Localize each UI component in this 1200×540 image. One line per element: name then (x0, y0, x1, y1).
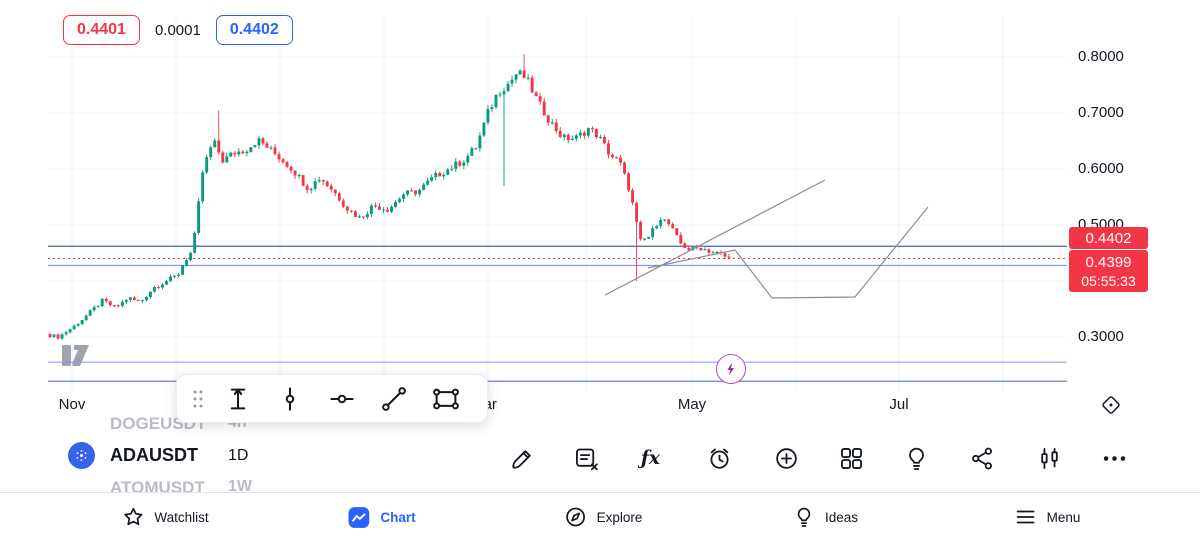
rectangle-tool-button[interactable] (421, 379, 471, 419)
share-button[interactable] (962, 438, 1002, 478)
lightbulb-icon (908, 447, 924, 470)
bar-countdown: 05:55:33 (1081, 272, 1136, 289)
buy-button[interactable]: 0.4402 (215, 15, 293, 45)
grid-icon (840, 447, 862, 469)
rectangle-icon (433, 388, 459, 409)
remove-drawings-icon (575, 448, 598, 470)
nav-label: Watchlist (154, 509, 209, 525)
nav-label: Explore (596, 509, 643, 525)
time-axis-label: May (677, 396, 707, 413)
price-axis-label: 0.6000 (1078, 160, 1124, 177)
tradingview-watermark (62, 345, 89, 366)
sell-button[interactable]: 0.4401 (63, 15, 140, 45)
lightning-marker[interactable] (716, 354, 746, 384)
last-price-tag: 0.4399 05:55:33 (1069, 250, 1148, 292)
interval-button[interactable]: 1D (228, 447, 249, 464)
nav-ideas[interactable]: Ideas (792, 493, 858, 540)
candles-icon (1040, 447, 1058, 469)
compass-icon (566, 507, 585, 527)
vertical-line-icon (285, 386, 295, 411)
time-axis-label: Jul (889, 396, 909, 413)
time-axis[interactable]: NovMarMayJul (0, 396, 1067, 416)
trend-line-icon (382, 386, 406, 411)
more-button[interactable] (1094, 438, 1134, 478)
nav-watchlist[interactable]: Watchlist (121, 493, 209, 540)
price-chart[interactable] (0, 0, 1200, 430)
svg-text:ƒx: ƒx (638, 447, 661, 469)
nav-label: Menu (1046, 509, 1081, 525)
ada-coin-logo (68, 442, 95, 469)
share-nodes-icon (971, 447, 992, 469)
chart-icon (348, 506, 370, 528)
ideas-toolbar-button[interactable] (896, 438, 936, 478)
nav-menu[interactable]: Menu (1014, 493, 1081, 540)
remove-drawings-button[interactable] (566, 438, 606, 478)
layouts-button[interactable] (831, 438, 871, 478)
plus-circle-icon (775, 447, 797, 469)
nav-label: Ideas (824, 509, 859, 525)
last-price-value: 0.4399 (1085, 253, 1132, 271)
magnet-mode-button[interactable] (1093, 387, 1129, 423)
add-button[interactable] (766, 438, 806, 478)
ellipsis-icon (1103, 455, 1125, 461)
price-range-icon (230, 388, 246, 409)
price-axis[interactable]: 0.4402 0.4399 05:55:33 0.8000 0.7000 0.600… (1067, 0, 1200, 430)
draw-button[interactable] (502, 438, 542, 478)
price-range-tool-button[interactable] (213, 379, 263, 419)
price-axis-label: 0.3000 (1078, 328, 1124, 345)
alarm-clock-icon (710, 448, 728, 469)
vertical-line-tool-button[interactable] (265, 379, 315, 419)
ideas-bulb-icon (797, 507, 811, 527)
alerts-button[interactable] (699, 438, 739, 478)
price-axis-label: 0.8000 (1078, 48, 1124, 65)
bottom-navigation: Watchlist Chart Explore Ideas (0, 492, 1200, 540)
horizontal-line-tool-button[interactable] (317, 379, 367, 419)
drag-handle-icon[interactable] (185, 379, 211, 419)
spread-value: 0.0001 (154, 21, 201, 39)
indicators-button[interactable]: ƒx (632, 438, 672, 478)
price-axis-label: 0.7000 (1078, 104, 1124, 121)
symbol-row-next[interactable]: ATOMUSDT 1W (0, 478, 480, 492)
symbol-name: ATOMUSDT (110, 478, 205, 492)
star-icon (124, 507, 143, 526)
bid-ask-widget: 0.4401 0.0001 0.4402 (63, 15, 293, 45)
marker-pen-icon (511, 449, 531, 469)
lightning-icon (727, 362, 734, 376)
drawing-toolbar (176, 374, 488, 423)
nav-chart[interactable]: Chart (346, 493, 416, 540)
fx-indicators-icon: ƒx (638, 447, 661, 469)
time-axis-label: Nov (58, 396, 86, 413)
trend-line-tool-button[interactable] (369, 379, 419, 419)
symbol-button[interactable]: ADAUSDT (110, 445, 198, 465)
chart-settings-button[interactable] (1029, 438, 1069, 478)
nav-label: Chart (380, 509, 416, 525)
horizontal-line-icon (330, 394, 354, 403)
diamond-dot-icon (1102, 396, 1120, 414)
hamburger-menu-icon (1016, 510, 1035, 524)
symbol-row-current: ADAUSDT 1D (0, 442, 480, 472)
nav-explore[interactable]: Explore (564, 493, 643, 540)
ask-price-tag: 0.4402 (1069, 227, 1148, 249)
symbol-interval: 1W (228, 478, 252, 492)
